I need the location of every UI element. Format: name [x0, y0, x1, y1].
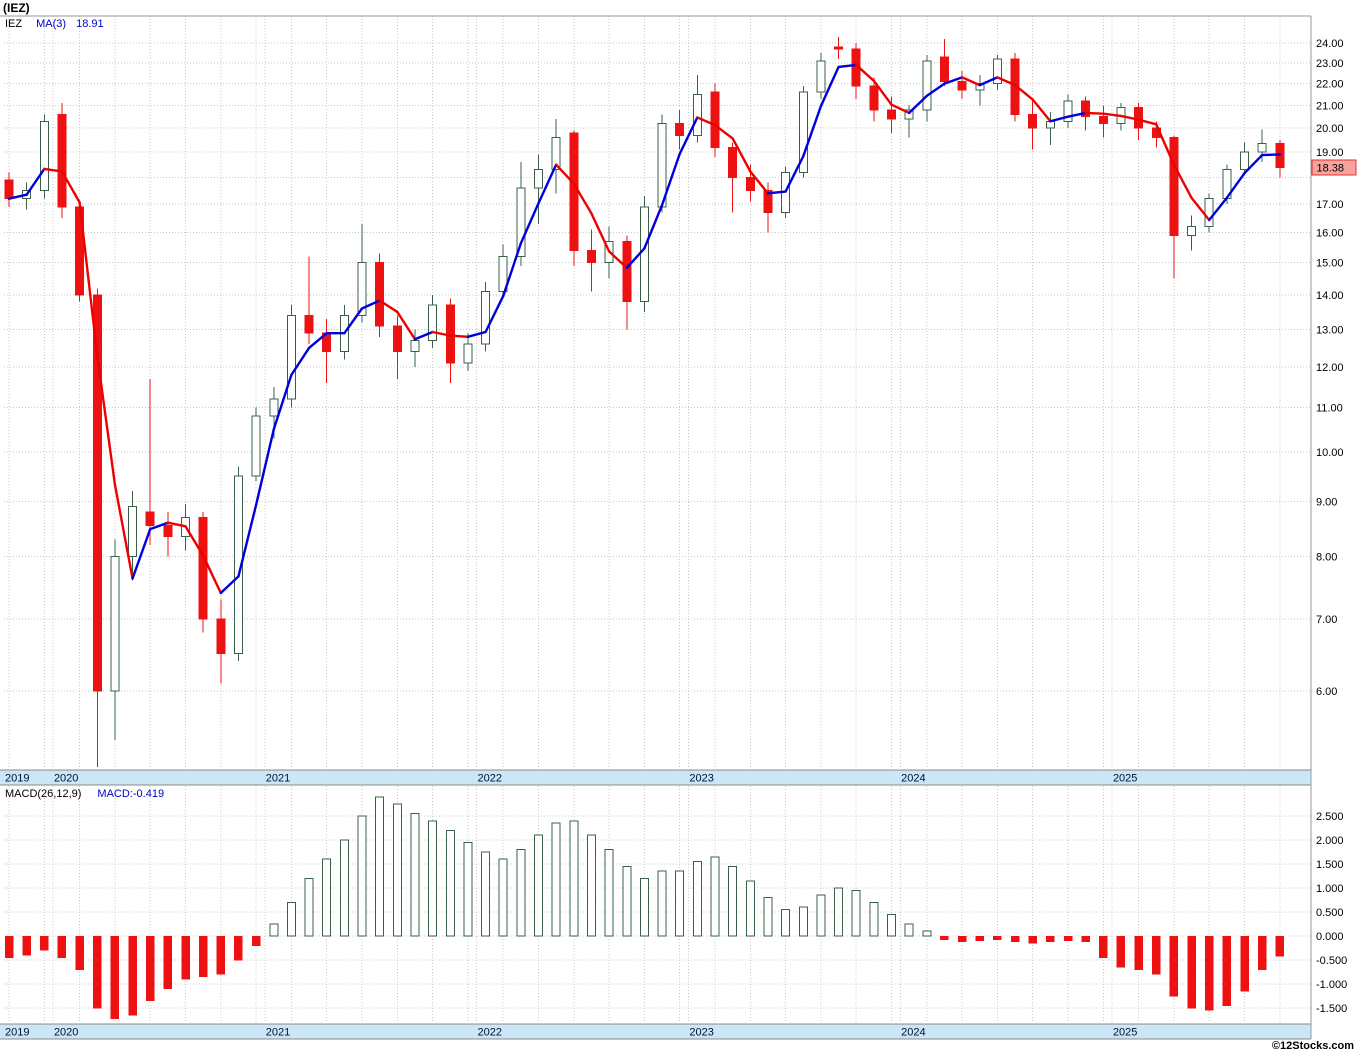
svg-text:12.00: 12.00	[1316, 362, 1344, 374]
svg-text:2025: 2025	[1113, 773, 1137, 785]
svg-text:23.00: 23.00	[1316, 58, 1344, 70]
svg-text:2019: 2019	[5, 1027, 29, 1039]
macd-params-label: MACD(26,12,9)	[5, 788, 82, 800]
svg-text:2.000: 2.000	[1316, 835, 1344, 847]
svg-text:2024: 2024	[901, 773, 925, 785]
svg-text:2020: 2020	[54, 1027, 78, 1039]
svg-text:9.00: 9.00	[1316, 496, 1337, 508]
svg-text:10.00: 10.00	[1316, 447, 1344, 459]
svg-text:8.00: 8.00	[1316, 552, 1337, 564]
svg-text:18.38: 18.38	[1317, 163, 1345, 175]
svg-text:13.00: 13.00	[1316, 325, 1344, 337]
svg-text:24.00: 24.00	[1316, 38, 1344, 50]
ma-value: 18.91	[76, 18, 104, 30]
svg-text:14.00: 14.00	[1316, 290, 1344, 302]
svg-text:-0.500: -0.500	[1316, 955, 1347, 967]
price-axis-labels: 24.00 23.00 22.00 21.00 20.00 19.00 17.00 16.00…	[1316, 38, 1344, 698]
svg-text:2025: 2025	[1113, 1027, 1137, 1039]
svg-text:2.500: 2.500	[1316, 811, 1344, 823]
svg-text:2024: 2024	[901, 1027, 925, 1039]
svg-text:19.00: 19.00	[1316, 147, 1344, 159]
svg-text:2019: 2019	[5, 773, 29, 785]
svg-text:2021: 2021	[266, 1027, 290, 1039]
last-price-marker: 18.38	[1311, 159, 1357, 176]
svg-text:1.000: 1.000	[1316, 883, 1344, 895]
macd-legend: MACD(26,12,9) MACD:-0.419	[5, 788, 164, 800]
year-axis: 2019 2020 2021 2022 2023 2024 2025 2019 2020 2021…	[0, 769, 1311, 1040]
svg-text:11.00: 11.00	[1316, 403, 1343, 415]
svg-text:7.00: 7.00	[1316, 614, 1337, 626]
svg-text:6.00: 6.00	[1316, 686, 1337, 698]
symbol-label: IEZ	[5, 18, 23, 30]
svg-text:2020: 2020	[54, 773, 78, 785]
svg-text:2021: 2021	[266, 773, 290, 785]
svg-text:17.00: 17.00	[1316, 199, 1344, 211]
ma-label: MA(3)	[36, 18, 67, 30]
svg-text:1.500: 1.500	[1316, 859, 1344, 871]
ma-line	[7, 63, 1282, 595]
svg-text:21.00: 21.00	[1316, 100, 1344, 112]
svg-text:2022: 2022	[478, 773, 502, 785]
svg-text:2023: 2023	[689, 1027, 713, 1039]
svg-text:0.500: 0.500	[1316, 907, 1344, 919]
svg-text:2022: 2022	[478, 1027, 502, 1039]
macd-value-label: MACD:-0.419	[97, 788, 165, 800]
svg-text:22.00: 22.00	[1316, 79, 1344, 91]
price-legend: IEZ MA(3) 18.91	[5, 18, 114, 30]
svg-text:16.00: 16.00	[1316, 228, 1344, 240]
svg-text:-1.000: -1.000	[1316, 979, 1347, 991]
svg-text:0.000: 0.000	[1316, 931, 1344, 943]
svg-text:20.00: 20.00	[1316, 123, 1344, 135]
candles	[4, 37, 1285, 767]
copyright-label: ©12Stocks.com	[1271, 1040, 1354, 1052]
page-title: (IEZ)	[3, 1, 30, 15]
macd-axis-labels: 2.500 2.000 1.500 1.000 0.500 0.000 -0.500 -1.0…	[1316, 811, 1347, 1015]
grid	[0, 15, 1312, 1039]
svg-text:-1.500: -1.500	[1316, 1003, 1347, 1015]
svg-text:2023: 2023	[689, 773, 713, 785]
svg-text:15.00: 15.00	[1316, 258, 1344, 270]
macd-bars	[4, 796, 1285, 1019]
